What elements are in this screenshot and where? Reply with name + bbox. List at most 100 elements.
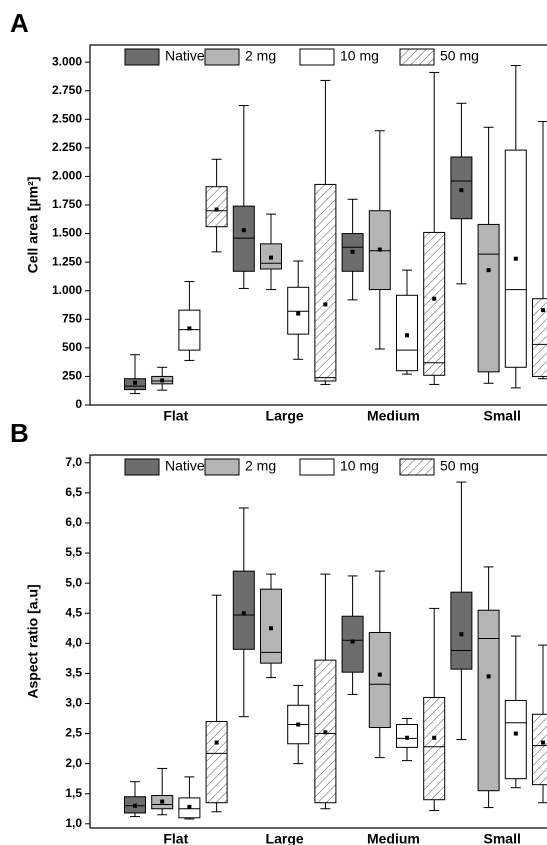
mean — [377, 672, 382, 677]
legend-label: 2 mg — [245, 458, 276, 474]
box — [232, 205, 255, 272]
mean — [486, 268, 491, 273]
legend-swatch — [299, 48, 335, 66]
mean — [187, 326, 192, 331]
y-tick-label: 4,5 — [65, 605, 82, 619]
y-tick-label: 500 — [62, 340, 82, 354]
box — [287, 286, 310, 335]
y-axis-title: Cell area [µm²] — [25, 177, 41, 274]
x-tick-label: Small — [484, 831, 521, 845]
y-tick-label: 3.000 — [52, 54, 82, 68]
mean — [269, 626, 273, 631]
mean — [405, 333, 409, 338]
y-tick-label: 250 — [62, 369, 82, 383]
mean — [133, 803, 137, 808]
box — [423, 231, 446, 376]
mean — [296, 722, 301, 727]
legend-swatch — [124, 458, 160, 476]
mean — [214, 207, 219, 212]
mean — [187, 804, 192, 809]
mean — [323, 302, 328, 307]
plot-frame — [89, 454, 547, 829]
y-tick-label: 750 — [62, 311, 82, 325]
mean — [269, 255, 273, 260]
mean — [541, 740, 545, 745]
y-tick-label: 1.750 — [52, 197, 82, 211]
mean — [541, 308, 545, 313]
box — [477, 609, 500, 792]
box — [396, 294, 418, 372]
legend-swatch — [399, 48, 435, 66]
y-tick-label: 2.250 — [52, 140, 82, 154]
legend-swatch — [204, 48, 240, 66]
box — [205, 721, 228, 804]
box — [504, 699, 527, 780]
y-tick-label: 2.750 — [52, 83, 82, 97]
panel-label: A — [10, 8, 29, 38]
y-tick-label: 1.500 — [52, 226, 82, 240]
y-tick-label: 3,5 — [65, 666, 82, 680]
y-tick-label: 7,0 — [65, 455, 82, 469]
y-tick-label: 6,5 — [65, 485, 82, 499]
legend-label: 10 mg — [340, 48, 379, 64]
legend-swatch — [124, 48, 160, 66]
mean — [241, 611, 246, 616]
y-tick-label: 6,0 — [65, 515, 82, 529]
mean — [486, 674, 491, 679]
y-tick-label: 2.500 — [52, 111, 82, 125]
box — [423, 696, 446, 801]
mean — [377, 247, 382, 252]
legend-label: 2 mg — [245, 48, 276, 64]
mean — [513, 731, 518, 736]
y-tick-label: 2,5 — [65, 726, 82, 740]
mean — [296, 311, 301, 316]
mean — [133, 380, 137, 385]
mean — [214, 740, 219, 745]
y-tick-label: 2.000 — [52, 169, 82, 183]
mean — [405, 735, 409, 740]
y-tick-label: 4,0 — [65, 635, 82, 649]
y-tick-label: 1,0 — [65, 816, 82, 830]
y-tick-label: 1,5 — [65, 786, 82, 800]
mean — [350, 249, 355, 254]
mean — [160, 799, 165, 804]
mean — [432, 735, 437, 740]
x-tick-label: Small — [484, 408, 521, 424]
x-tick-label: Medium — [367, 831, 420, 845]
box — [314, 183, 337, 382]
y-tick-label: 3,0 — [65, 696, 82, 710]
plot-frame — [89, 44, 547, 406]
legend-label: 50 mg — [440, 48, 479, 64]
y-axis-title: Aspect ratio [a.u] — [25, 584, 41, 698]
box — [368, 631, 391, 729]
mean — [160, 378, 165, 383]
x-tick-label: Flat — [163, 408, 188, 424]
mean — [432, 296, 437, 301]
y-tick-label: 5,5 — [65, 545, 82, 559]
box — [532, 713, 547, 786]
box — [532, 298, 547, 377]
box — [232, 570, 255, 650]
x-tick-label: Medium — [367, 408, 420, 424]
mean — [459, 188, 464, 193]
y-tick-label: 5,0 — [65, 575, 82, 589]
x-tick-label: Large — [266, 831, 304, 845]
legend-swatch — [399, 458, 435, 476]
legend-swatch — [204, 458, 240, 476]
x-tick-label: Large — [266, 408, 304, 424]
y-tick-label: 0 — [75, 397, 82, 411]
box — [450, 156, 473, 220]
panel-label: B — [10, 418, 29, 448]
mean — [513, 256, 518, 261]
legend-label: 10 mg — [340, 458, 379, 474]
legend-label: Native — [165, 458, 205, 474]
y-tick-label: 1.000 — [52, 283, 82, 297]
mean — [323, 730, 328, 735]
legend-label: 50 mg — [440, 458, 479, 474]
box — [260, 588, 282, 664]
mean — [350, 639, 355, 644]
box — [341, 615, 364, 673]
y-tick-label: 2,0 — [65, 756, 82, 770]
legend-label: Native — [165, 48, 205, 64]
